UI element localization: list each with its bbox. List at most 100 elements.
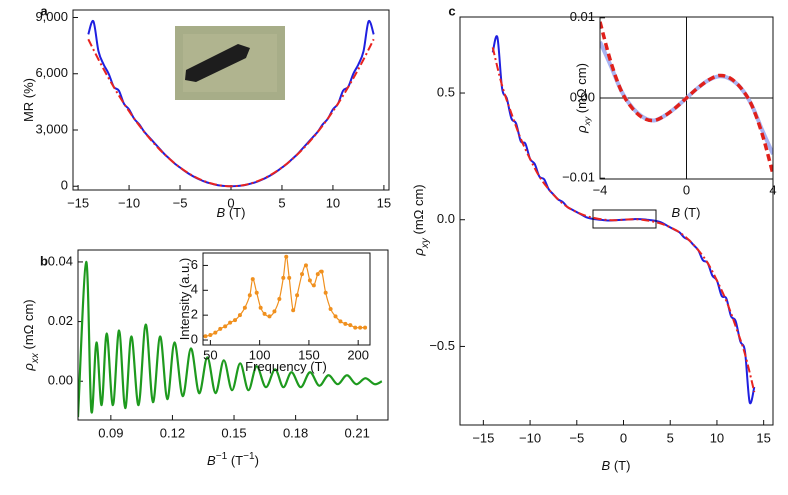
y-tick-label: 2 <box>191 307 198 322</box>
data-line <box>491 47 756 393</box>
x-axis-label: B (T) <box>672 205 701 220</box>
panel-letter: a <box>40 3 48 18</box>
x-tick-label: −5 <box>173 195 188 210</box>
y-tick-label: 6 <box>191 257 198 272</box>
x-tick-label: 100 <box>249 347 271 362</box>
x-tick-label: −10 <box>118 195 140 210</box>
panel-letter: b <box>40 253 48 268</box>
data-point <box>307 278 312 283</box>
y-axis-label: ρxy (mΩ cm) <box>411 184 431 256</box>
x-tick-label: 10 <box>326 195 340 210</box>
data-point <box>319 269 324 274</box>
series-group <box>87 19 375 188</box>
x-tick-label: −4 <box>593 182 608 197</box>
data-line <box>600 21 773 175</box>
x-tick-label: −15 <box>472 430 494 445</box>
x-tick-label: 10 <box>710 430 724 445</box>
series-group <box>491 35 756 405</box>
x-tick-label: 5 <box>278 195 285 210</box>
axis-label-part: B <box>602 458 611 473</box>
y-tick-label: 0.02 <box>48 313 73 328</box>
axis-label-part: MR (%) <box>21 78 36 122</box>
x-tick-label: 4 <box>769 182 776 197</box>
y-tick-label: 9,000 <box>35 9 68 24</box>
y-tick-label: 0 <box>61 178 68 193</box>
axis-label-part: (T) <box>610 458 630 473</box>
axis-label-part: (T <box>227 453 243 468</box>
zoom-box <box>592 209 657 229</box>
panel-letter: c <box>448 3 455 18</box>
y-tick-label: 0.04 <box>48 253 73 268</box>
data-point <box>284 254 289 259</box>
data-point <box>358 325 363 330</box>
frame <box>202 252 371 346</box>
data-point <box>262 311 267 316</box>
frame <box>72 9 390 191</box>
data-point <box>343 321 348 326</box>
x-tick-label: 0.21 <box>345 425 370 440</box>
axis-label-part: (mΩ cm) <box>21 299 36 353</box>
panel: −4 0 4 −0.01 0.00 0.01 B (T) ρxy (mΩ cm) <box>562 9 777 220</box>
x-tick-label: 15 <box>377 195 391 210</box>
data-point <box>237 313 242 318</box>
data-point <box>338 319 343 324</box>
data-point <box>303 263 308 268</box>
data-point <box>254 290 259 295</box>
axis-label-part: ) <box>255 453 259 468</box>
data-point <box>258 305 263 310</box>
y-axis-label: MR (%) <box>21 78 36 122</box>
data-point <box>311 283 316 288</box>
data-line <box>491 35 756 405</box>
x-tick-label: 150 <box>298 347 320 362</box>
x-tick-label: 0 <box>683 182 690 197</box>
axis-label-part: ρ <box>411 248 426 257</box>
y-axis-label: ρxy (mΩ cm) <box>574 63 592 134</box>
x-tick-label: −15 <box>67 195 89 210</box>
data-point <box>348 323 353 328</box>
series-group <box>203 254 368 339</box>
y-tick-label: 0.01 <box>570 9 595 24</box>
data-point <box>315 272 320 277</box>
x-axis-label: Frequency (T) <box>245 359 327 374</box>
data-point <box>353 325 358 330</box>
data-point <box>223 324 228 329</box>
data-point <box>300 272 305 277</box>
x-tick-label: −5 <box>569 430 584 445</box>
data-point <box>363 325 368 330</box>
data-point <box>323 290 328 295</box>
series-group <box>600 21 773 175</box>
y-tick-label: 6,000 <box>35 65 68 80</box>
panel: 50 100 150 200 0 2 4 6 Frequency (T) Intensity (a… <box>177 252 371 374</box>
x-tick-label: 200 <box>347 347 369 362</box>
x-axis-label: B−1 (T−1) <box>207 451 259 468</box>
x-tick-label: 0.18 <box>283 425 308 440</box>
data-point <box>233 318 238 323</box>
axis-label-part: (mΩ cm) <box>574 63 589 117</box>
data-point <box>272 309 277 314</box>
y-axis-label: Intensity (a.u.) <box>177 258 192 340</box>
axis-label-part: xy <box>420 237 431 249</box>
y-tick-label: 0.5 <box>437 84 455 99</box>
x-tick-label: 0.09 <box>98 425 123 440</box>
y-tick-label: 0.00 <box>570 89 595 104</box>
y-tick-label: 0.00 <box>48 373 73 388</box>
frame <box>77 249 389 421</box>
plot-area <box>203 253 370 345</box>
data-point <box>267 314 272 319</box>
data-point <box>242 305 247 310</box>
y-tick-label: 3,000 <box>35 121 68 136</box>
data-point <box>333 314 338 319</box>
x-tick-label: 5 <box>667 430 674 445</box>
y-axis-label: ρxx (mΩ cm) <box>21 299 41 371</box>
axis-label-part: (T) <box>225 205 245 220</box>
axis-label-part: B <box>207 453 216 468</box>
sample-photo <box>175 26 285 100</box>
data-point <box>281 275 286 280</box>
x-tick-label: 0.15 <box>221 425 246 440</box>
x-axis-label: B (T) <box>217 205 246 220</box>
data-point <box>250 277 255 282</box>
axis-label-part: xx <box>30 352 41 364</box>
axis-label-part: (mΩ cm) <box>411 184 426 238</box>
axis-label-part: (T) <box>680 205 700 220</box>
